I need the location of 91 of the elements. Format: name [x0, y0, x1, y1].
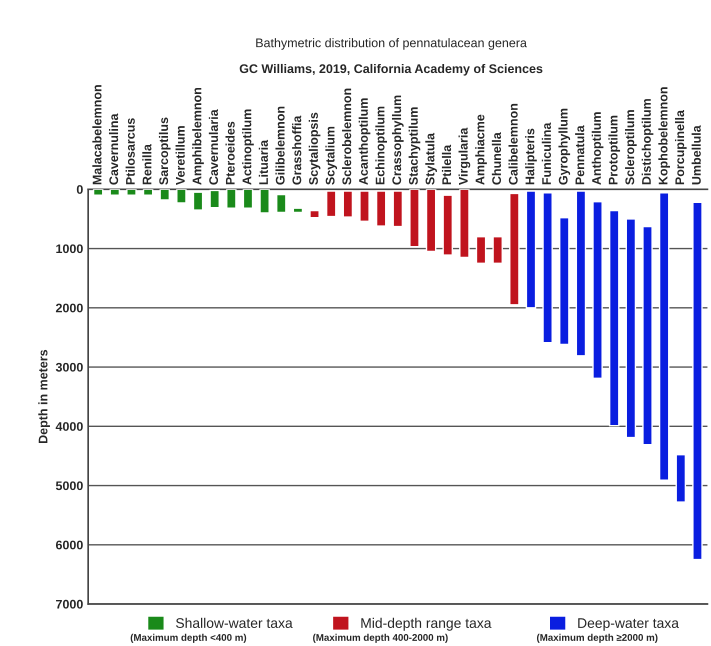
- bar: [92, 189, 104, 196]
- x-tick-label: Porcupinella: [674, 110, 687, 184]
- x-tick-label: Lituaria: [258, 140, 268, 184]
- x-tick-label: Amphibelemnon: [192, 88, 204, 185]
- bar: [658, 192, 670, 481]
- x-tick-label: Stachyptilum: [408, 107, 420, 185]
- bar: [309, 210, 320, 218]
- x-tick-label: Scleroptilum: [625, 110, 637, 185]
- y-tick-label: 7000: [56, 600, 83, 609]
- bar: [592, 201, 603, 379]
- bar: [342, 190, 354, 218]
- bar: [692, 202, 703, 560]
- bar: [359, 190, 370, 222]
- bar: [442, 194, 454, 256]
- x-tick-label: Calibelemnon: [508, 104, 518, 185]
- text: (Maximum depth <400 m): [130, 634, 246, 643]
- y-tick-label: 2000: [56, 304, 83, 312]
- bar: [126, 189, 137, 196]
- legend-label: Shallow-water taxa: [176, 618, 293, 628]
- bar: [426, 189, 436, 252]
- bar: [259, 189, 270, 214]
- x-tick-label: Veretillum: [176, 126, 185, 186]
- x-tick-label: Scytaliopsis: [308, 112, 320, 185]
- y-tick-label: 0: [76, 185, 83, 194]
- x-tick-label: Distichoptilum: [642, 99, 654, 184]
- legend-label: Mid-depth range taxa: [361, 618, 492, 631]
- bar: [110, 189, 120, 196]
- chart-subtitle: GC Williams, 2019, California Academy of Sciences: [240, 64, 542, 76]
- x-tick-label: Acanthoptilum: [358, 98, 370, 185]
- x-tick-label: Umbellula: [692, 125, 701, 184]
- x-tick-label: Virgularia: [458, 128, 470, 186]
- bar: [176, 189, 187, 204]
- x-tick-label: Pennatula: [575, 125, 584, 184]
- x-tick-label: Gilibelemnon: [275, 106, 285, 185]
- x-tick-label: Renilla: [142, 144, 152, 184]
- bar: [292, 208, 304, 214]
- bar: [192, 192, 204, 211]
- bar: [676, 454, 686, 503]
- bar: [492, 236, 503, 264]
- x-tick-label: Sclerobelemnon: [342, 88, 352, 185]
- bar: [576, 190, 586, 356]
- x-tick-label: Grasshoffia: [292, 116, 302, 185]
- bar: [392, 190, 404, 228]
- bar: [226, 189, 237, 209]
- bar: [209, 190, 220, 208]
- bar: [326, 190, 336, 218]
- x-tick-label: Cavernulina: [108, 113, 118, 185]
- x-tick-label: Funiculina: [542, 122, 551, 184]
- legend-label: Deep-water taxa: [578, 618, 679, 631]
- x-tick-label: Sarcoptilus: [158, 118, 171, 185]
- x-tick-label: Cavernularia: [208, 109, 218, 185]
- bar: [142, 189, 154, 196]
- bar: [159, 189, 170, 201]
- bar: [276, 194, 287, 214]
- bar: [642, 226, 653, 446]
- bar: [626, 218, 636, 438]
- text: (Maximum depth ≥2000 m): [536, 634, 658, 643]
- chart-title: Bathymetric distribution of pennatulacean genera: [256, 38, 527, 50]
- bar: [559, 217, 570, 346]
- y-tick-label: 1000: [56, 244, 83, 254]
- bar: [509, 192, 520, 306]
- y-tick-label: 5000: [56, 481, 83, 490]
- y-axis-title: Depth in meters: [38, 350, 50, 444]
- x-tick-label: Ptilella: [442, 144, 452, 184]
- x-tick-label: Scytalium: [325, 126, 338, 185]
- bar: [608, 210, 620, 426]
- x-tick-label: Gyrophyllum: [558, 108, 570, 185]
- x-tick-label: Stylatula: [425, 132, 437, 185]
- x-tick-label: Anthoptilum: [592, 112, 604, 185]
- text: (Maximum depth 400-2000 m): [313, 634, 448, 643]
- bar: [476, 236, 486, 264]
- x-tick-label: Protoptilum: [608, 116, 620, 184]
- x-tick-label: Actinoptilum: [242, 110, 254, 185]
- x-tick-label: Amphiacme: [475, 114, 487, 185]
- bar: [409, 189, 420, 248]
- x-tick-label: Malacabelemnon: [92, 85, 102, 184]
- x-tick-label: Halipteris: [525, 128, 537, 184]
- y-tick-label: 3000: [56, 362, 83, 372]
- bar: [242, 189, 254, 209]
- bar: [526, 190, 536, 308]
- x-tick-label: Chunella: [492, 132, 502, 185]
- bar: [459, 189, 470, 258]
- x-tick-label: Kophobelemnon: [658, 87, 670, 184]
- x-tick-label: Pteroeides: [226, 122, 235, 184]
- x-tick-label: Echinoptilum: [375, 106, 387, 184]
- y-tick-label: 6000: [56, 540, 83, 550]
- bar: [376, 190, 386, 227]
- x-tick-label: Ptilosarcus: [126, 118, 135, 184]
- y-tick-label: 4000: [56, 422, 83, 431]
- x-tick-label: Crassophyllum: [392, 96, 404, 185]
- bar: [542, 192, 553, 344]
